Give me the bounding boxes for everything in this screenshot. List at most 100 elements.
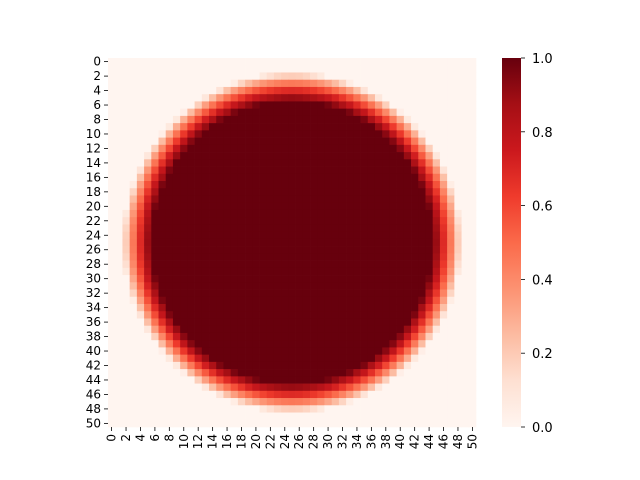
heatmap-cell: [353, 369, 361, 377]
heatmap-cell: [259, 115, 268, 124]
heatmap-cell: [302, 419, 311, 428]
heatmap-cell: [461, 166, 470, 175]
heatmap-cell: [187, 181, 195, 189]
heatmap-cell: [158, 108, 167, 117]
heatmap-cell: [115, 390, 123, 399]
heatmap-cell: [273, 253, 282, 261]
heatmap-cell: [237, 361, 246, 370]
heatmap-cell: [317, 224, 325, 232]
heatmap-cell: [108, 419, 116, 428]
heatmap-cell: [425, 390, 434, 399]
heatmap-cell: [115, 173, 123, 182]
heatmap-cell: [194, 65, 203, 73]
heatmap-cell: [201, 65, 210, 73]
heatmap-cell: [209, 325, 217, 334]
heatmap-cell: [454, 347, 462, 355]
heatmap-cell: [338, 332, 347, 341]
heatmap-cell: [252, 332, 260, 341]
heatmap-cell: [158, 260, 167, 269]
heatmap-cell: [367, 253, 376, 261]
heatmap-cell: [346, 65, 354, 73]
heatmap-cell: [324, 282, 333, 290]
heatmap-cell: [115, 209, 123, 218]
heatmap-cell: [108, 332, 116, 341]
heatmap-cell: [324, 101, 333, 109]
heatmap-cell: [468, 115, 477, 124]
heatmap-cell: [237, 152, 246, 160]
heatmap-cell: [302, 369, 311, 377]
heatmap-cell: [108, 217, 116, 225]
heatmap-cell: [317, 108, 325, 117]
heatmap-cell: [454, 376, 462, 384]
heatmap-cell: [317, 181, 325, 189]
heatmap-cell: [461, 115, 470, 124]
heatmap-cell: [367, 94, 376, 102]
heatmap-cell: [418, 137, 426, 146]
heatmap-cell: [129, 304, 138, 312]
heatmap-cell: [418, 304, 426, 312]
heatmap-cell: [187, 159, 195, 167]
heatmap-cell: [259, 217, 268, 225]
heatmap-cell: [317, 369, 325, 377]
heatmap-cell: [136, 173, 145, 182]
heatmap-cell: [194, 275, 203, 283]
heatmap-cell: [108, 238, 116, 247]
heatmap-cell: [108, 86, 116, 95]
heatmap-cell: [461, 304, 470, 312]
heatmap-cell: [382, 58, 390, 66]
y-tick-label: 24: [86, 228, 101, 242]
heatmap-cell: [158, 217, 167, 225]
heatmap-cell: [331, 58, 340, 66]
heatmap-cell: [317, 405, 325, 413]
heatmap-cell: [252, 383, 260, 392]
heatmap-cell: [151, 159, 159, 167]
heatmap-cell: [216, 253, 224, 261]
heatmap-cell: [180, 354, 188, 363]
heatmap-cell: [432, 202, 441, 211]
heatmap-cell: [310, 159, 318, 167]
heatmap-cell: [360, 79, 369, 88]
heatmap-cell: [122, 361, 130, 370]
heatmap-cell: [180, 137, 188, 146]
heatmap-cell: [468, 238, 477, 247]
heatmap-cell: [432, 398, 441, 406]
heatmap-cell: [209, 253, 217, 261]
heatmap-cell: [194, 231, 203, 240]
heatmap-cell: [454, 94, 462, 102]
heatmap-cell: [180, 101, 188, 109]
heatmap-cell: [468, 340, 477, 348]
heatmap-cell: [172, 376, 181, 384]
heatmap-cell: [194, 166, 203, 175]
heatmap-cell: [411, 72, 419, 81]
colorbar-ticks: 0.00.20.40.60.81.0: [521, 52, 553, 436]
heatmap-cell: [461, 101, 470, 109]
heatmap-cell: [367, 347, 376, 355]
heatmap-cell: [151, 253, 159, 261]
heatmap-cell: [403, 86, 412, 95]
heatmap-cell: [382, 217, 390, 225]
heatmap-cell: [245, 173, 253, 182]
heatmap-cell: [180, 217, 188, 225]
heatmap-cell: [360, 325, 369, 334]
heatmap-cell: [144, 65, 152, 73]
heatmap-cell: [230, 231, 239, 240]
heatmap-cell: [403, 296, 412, 305]
heatmap-cell: [209, 181, 217, 189]
heatmap-cell: [418, 94, 426, 102]
heatmap-cell: [382, 369, 390, 377]
heatmap-cell: [165, 253, 174, 261]
heatmap-cell: [447, 195, 455, 204]
heatmap-cell: [317, 390, 325, 399]
heatmap-cell: [360, 188, 369, 196]
heatmap-cell: [273, 390, 282, 399]
heatmap-cell: [403, 419, 412, 428]
heatmap-cell: [230, 72, 239, 81]
heatmap-cell: [194, 188, 203, 196]
heatmap-cell: [396, 390, 405, 399]
heatmap-cell: [122, 383, 130, 392]
heatmap-cell: [360, 195, 369, 204]
heatmap-cell: [367, 195, 376, 204]
heatmap-cell: [295, 304, 304, 312]
heatmap-cell: [425, 65, 434, 73]
